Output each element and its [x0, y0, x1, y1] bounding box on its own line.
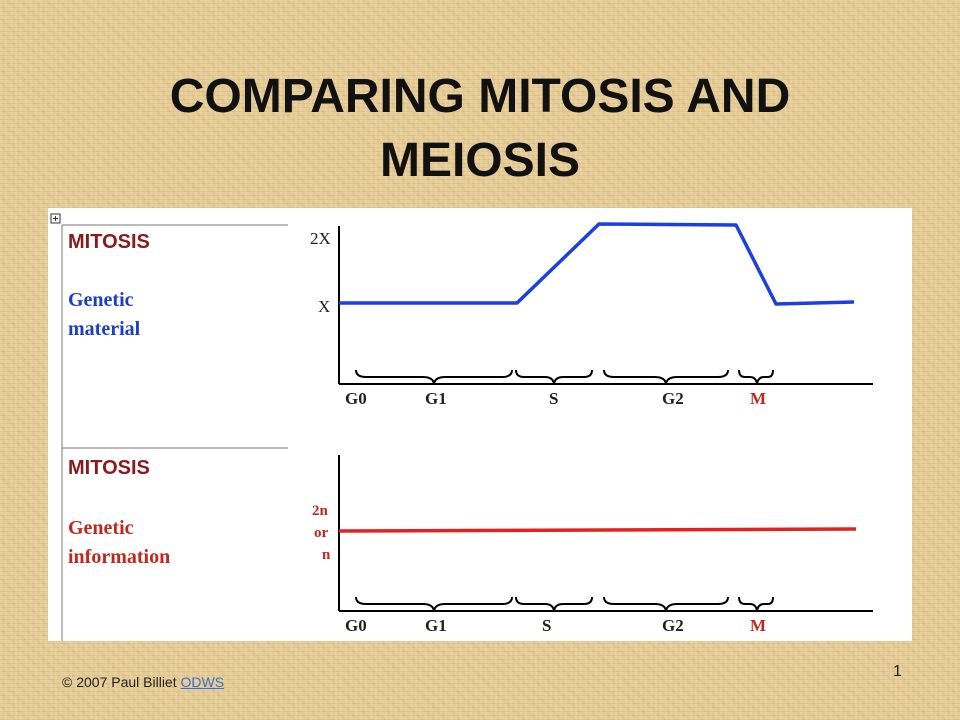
diagram-svg: MITOSIS Genetic material 2X X G0 G1 S G2… — [50, 213, 873, 641]
panel2-phase-g1: G1 — [425, 616, 447, 635]
copyright-text: © 2007 Paul Billiet — [62, 674, 177, 690]
panel1-phase-g1: G1 — [425, 389, 447, 408]
panel1-phase-g0: G0 — [345, 389, 367, 408]
odws-link[interactable]: ODWS — [180, 674, 225, 690]
slide-title: COMPARING MITOSIS AND MEIOSIS — [169, 70, 791, 187]
panel2-phase-g0: G0 — [345, 616, 367, 635]
panel1-subtitle-line1: Genetic — [68, 289, 134, 311]
panel2-ytick-n: n — [322, 547, 331, 563]
panel1-ytick-2x: 2X — [310, 229, 331, 248]
panel1-subtitle-line2: material — [68, 318, 141, 340]
panel2-genetic-information-line — [338, 527, 857, 533]
expand-table-icon[interactable] — [50, 213, 61, 224]
panel2-phase-m: M — [750, 616, 766, 635]
panel1-heading: MITOSIS — [68, 231, 150, 253]
panel1-phase-braces — [355, 369, 774, 385]
panel2-phase-braces — [355, 596, 774, 612]
panel2-phase-s: S — [542, 616, 551, 635]
panel1-ytick-x: X — [318, 297, 330, 316]
panel2-subtitle-line1: Genetic — [68, 517, 134, 539]
footer: © 2007 Paul Billiet ODWS — [62, 674, 224, 690]
panel2-ytick-2n: 2n — [312, 503, 329, 519]
panel2-heading: MITOSIS — [68, 457, 150, 479]
panel2-ytick-or: or — [314, 525, 329, 541]
page-number: 1 — [893, 663, 902, 680]
panel2-subtitle-line2: information — [68, 546, 170, 568]
panel1-genetic-material-line — [339, 222, 855, 306]
panel2-phase-g2: G2 — [662, 616, 684, 635]
panel1-phase-m: M — [750, 389, 766, 408]
panel1-phase-s: S — [549, 389, 558, 408]
panel1-phase-g2: G2 — [662, 389, 684, 408]
diagram-panel: MITOSIS Genetic material 2X X G0 G1 S G2… — [48, 208, 912, 641]
